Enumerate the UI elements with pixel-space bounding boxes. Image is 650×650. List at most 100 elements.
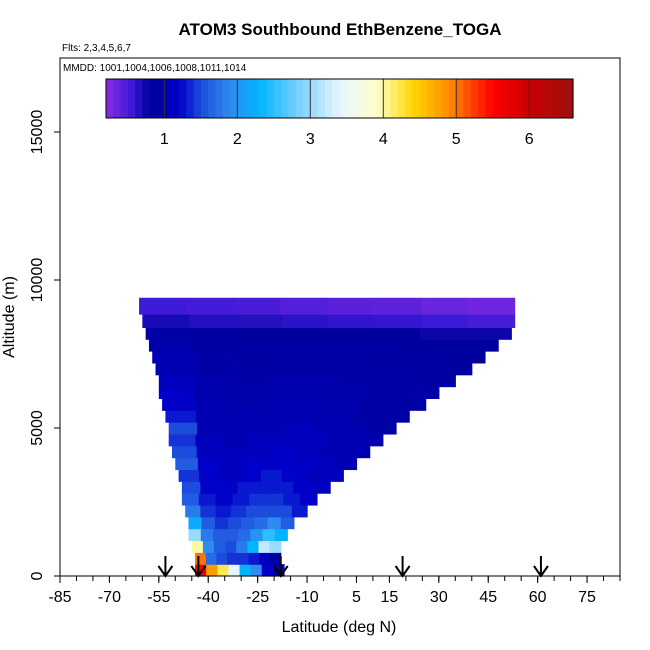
colorbar-segment	[106, 79, 114, 118]
colorbar-segment	[456, 79, 465, 118]
colorbar-tick-label: 1	[160, 131, 169, 148]
x-tick-label: -85	[48, 589, 71, 606]
heat-cell	[168, 422, 198, 435]
heat-cell	[291, 504, 308, 518]
heat-cell	[175, 457, 199, 471]
heat-cell	[237, 552, 250, 565]
heat-cell	[258, 540, 271, 553]
flight-arrow-head	[157, 565, 174, 578]
heat-cell	[178, 469, 200, 482]
heat-cell	[222, 433, 250, 447]
heat-cell	[202, 540, 215, 553]
x-tick-label: 75	[578, 589, 596, 606]
colorbar-segment	[521, 79, 530, 118]
heat-cell	[275, 433, 304, 447]
x-tick-label: -40	[197, 589, 220, 606]
heat-cell	[237, 528, 251, 542]
heat-cell	[401, 351, 444, 364]
heat-cell	[282, 327, 330, 340]
heat-cell	[250, 528, 264, 542]
heat-cell	[158, 386, 195, 399]
heat-cell	[367, 339, 412, 352]
flight-arrow	[190, 556, 207, 578]
heat-cell	[418, 374, 456, 388]
heat-cell	[186, 297, 234, 315]
heat-cell	[326, 297, 375, 315]
colorbar-segment	[361, 79, 370, 118]
x-tick-label: 15	[381, 589, 399, 606]
heat-cell	[197, 457, 222, 471]
colorbar-segment	[463, 79, 472, 118]
heat-cell	[253, 422, 283, 435]
heat-cell	[282, 422, 312, 435]
heatmap-cells	[139, 297, 516, 577]
x-tick-label: -70	[98, 589, 121, 606]
heat-cell	[333, 457, 358, 471]
flight-arrow-head	[272, 565, 289, 578]
heat-cell	[274, 362, 315, 376]
colorbar-segment	[251, 79, 260, 118]
colorbar-segment	[303, 79, 311, 118]
x-tick-label: 60	[529, 589, 547, 606]
heat-cell	[323, 339, 368, 352]
heat-cell	[329, 433, 357, 447]
heat-cell	[344, 445, 371, 459]
colorbar-segment	[441, 79, 450, 118]
heat-cell	[139, 297, 187, 315]
heat-cell	[265, 457, 290, 471]
y-tick-label: 10000	[29, 258, 46, 303]
colorbar-segment	[273, 79, 282, 118]
heat-cell	[228, 398, 262, 411]
colorbar-segment	[295, 79, 304, 118]
heat-cell	[226, 410, 258, 423]
heat-cell	[195, 552, 207, 565]
heat-cell	[240, 469, 262, 482]
colorbar-segment	[135, 79, 144, 118]
colorbar-segment	[346, 79, 355, 118]
heat-cell	[193, 386, 230, 399]
heat-cell	[205, 552, 218, 565]
colorbar-segment	[507, 79, 516, 118]
heat-cell	[195, 410, 227, 423]
heat-cell	[410, 339, 456, 352]
heat-cell	[232, 374, 271, 388]
colorbar-segment	[149, 79, 158, 118]
colorbar-segment	[208, 79, 217, 118]
heat-cell	[241, 516, 255, 530]
heat-cell	[225, 528, 239, 542]
heat-cell	[267, 516, 282, 530]
heat-cell	[193, 351, 237, 364]
heat-cell	[302, 433, 330, 447]
heat-cell	[225, 422, 255, 435]
x-tick-label: 45	[479, 589, 497, 606]
colorbar-segment	[536, 79, 545, 118]
heat-cell	[288, 457, 312, 471]
heat-cell	[152, 351, 195, 364]
colorbar-tick-label: 5	[452, 131, 461, 148]
colorbar-segment	[178, 79, 187, 118]
colorbar-segment	[127, 79, 136, 118]
heat-cell	[232, 297, 281, 315]
colorbar-segment	[514, 79, 523, 118]
y-tick-label: 0	[29, 571, 46, 580]
heat-cell	[234, 362, 275, 376]
heat-cell	[256, 481, 276, 494]
heat-cell	[381, 374, 419, 388]
x-tick-label: 30	[430, 589, 448, 606]
heat-cell	[368, 386, 405, 399]
colorbar-segment	[375, 79, 384, 118]
x-axis: -85 -70 -55 -40 -25 -10 5 15 30 45 60 75	[48, 576, 621, 606]
colorbar-segment	[164, 79, 173, 118]
heat-cell	[276, 504, 293, 518]
heat-cell	[272, 564, 285, 577]
heat-cell	[283, 493, 301, 506]
colorbar-segment	[383, 79, 392, 118]
heat-cell	[249, 433, 277, 447]
flight-arrow-head	[190, 565, 207, 578]
colorbar-segment	[230, 79, 238, 118]
colorbar-tick-label: 2	[233, 131, 242, 148]
colorbar-tick-label: 3	[306, 131, 315, 148]
heat-cell	[266, 493, 284, 506]
colorbar-segment	[332, 79, 341, 118]
colorbar-segment	[448, 79, 457, 118]
